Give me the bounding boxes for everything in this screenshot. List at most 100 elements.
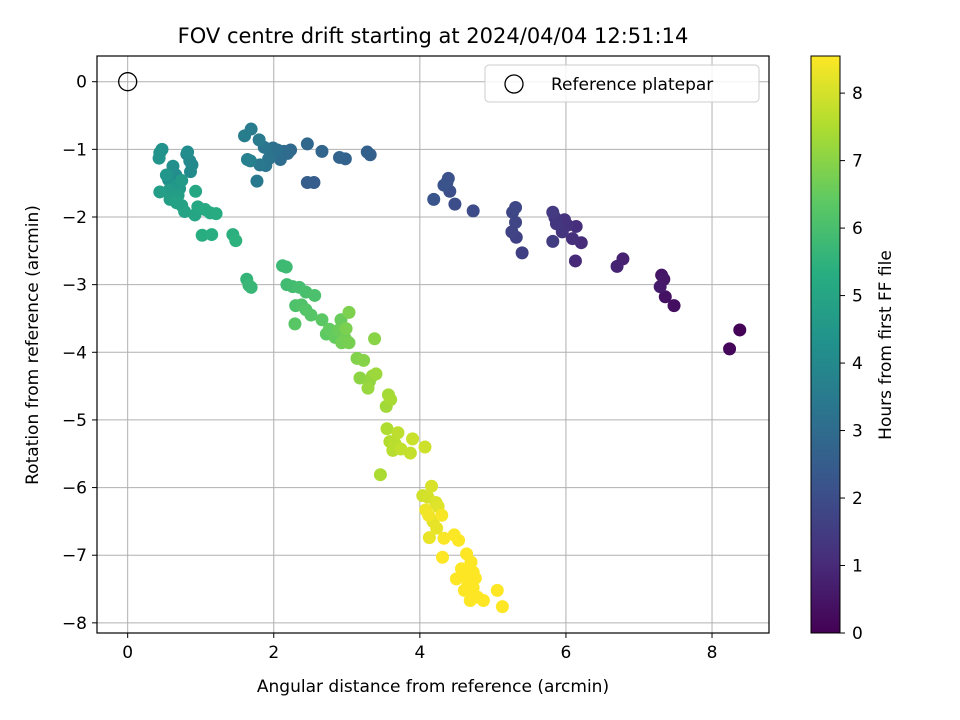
reference-marker — [118, 72, 138, 92]
data-point — [515, 246, 529, 260]
y-tick-label: −6 — [62, 479, 87, 499]
data-point — [476, 594, 490, 608]
data-point — [509, 201, 523, 215]
data-point — [360, 145, 374, 159]
data-point — [448, 197, 462, 211]
data-point — [339, 322, 353, 336]
x-tick-label: 4 — [414, 643, 425, 663]
data-point — [357, 353, 371, 367]
data-point — [466, 204, 480, 218]
colorbar-tick-label: 1 — [852, 557, 863, 577]
plot-frame — [96, 55, 770, 634]
data-point — [406, 432, 420, 446]
data-point — [422, 508, 436, 522]
y-tick-label: −3 — [62, 276, 87, 296]
colorbar-ticks: 0 1 2 3 4 5 6 7 8 — [840, 84, 863, 644]
x-tick-label: 0 — [122, 643, 133, 663]
x-tick-label: 6 — [561, 643, 572, 663]
data-point — [449, 572, 463, 586]
legend-box — [484, 64, 760, 103]
data-point — [159, 168, 173, 182]
data-point — [435, 550, 449, 564]
data-point — [178, 205, 192, 219]
data-point — [723, 342, 737, 356]
colorbar-tick-label: 7 — [852, 152, 863, 172]
grid — [97, 56, 769, 633]
data-point — [288, 317, 302, 331]
legend-reference-marker-icon — [504, 74, 524, 94]
data-point — [315, 144, 329, 158]
data-point — [490, 583, 504, 597]
data-point — [308, 288, 322, 302]
data-point — [304, 308, 318, 322]
data-point — [209, 207, 223, 221]
y-tick-label: −8 — [62, 614, 87, 634]
colorbar: 0 1 2 3 4 5 6 7 8 Hours from first FF file — [810, 55, 896, 644]
data-point — [546, 234, 560, 248]
data-point — [183, 165, 197, 179]
data-point — [369, 367, 383, 381]
data-point — [509, 215, 523, 229]
chart-title: FOV centre drift starting at 2024/04/04 … — [178, 24, 689, 48]
data-point — [373, 468, 387, 482]
data-point — [205, 228, 219, 242]
data-point — [452, 533, 466, 547]
data-point — [342, 305, 356, 319]
colorbar-tick-label: 4 — [852, 354, 863, 374]
data-point — [384, 393, 398, 407]
data-point — [435, 508, 449, 522]
data-point — [300, 137, 314, 151]
y-tick-label: −4 — [62, 343, 87, 363]
data-point — [568, 254, 582, 268]
data-point — [152, 151, 166, 165]
colorbar-tick-label: 5 — [852, 287, 863, 307]
data-point — [279, 260, 293, 274]
data-point — [195, 228, 209, 242]
data-point — [437, 531, 451, 545]
y-axis-ticks: 0 −1 −2 −3 −4 −5 −6 −7 −8 — [62, 73, 97, 634]
data-point — [229, 234, 243, 248]
colorbar-tick-label: 6 — [852, 219, 863, 239]
data-point — [464, 555, 478, 569]
data-point — [342, 336, 356, 350]
y-tick-label: −1 — [62, 140, 87, 160]
data-point — [658, 290, 672, 304]
x-axis-label: Angular distance from reference (arcmin) — [257, 677, 609, 697]
data-point — [240, 152, 254, 166]
data-point — [437, 178, 451, 192]
colorbar-tick-label: 3 — [852, 422, 863, 442]
data-point — [566, 232, 580, 246]
colorbar-label: Hours from first FF file — [876, 250, 896, 440]
data-point — [300, 175, 314, 189]
data-point — [252, 133, 266, 147]
data-point — [430, 521, 444, 535]
legend: Reference platepar — [484, 64, 760, 103]
data-point — [425, 479, 439, 493]
data-point — [546, 205, 560, 219]
data-point — [175, 173, 189, 187]
data-point — [250, 174, 264, 188]
data-point — [333, 150, 347, 164]
data-point — [368, 332, 382, 346]
data-point — [418, 440, 432, 454]
data-point — [361, 381, 375, 395]
data-point — [189, 184, 203, 198]
data-point — [380, 422, 394, 436]
reference-platepar-point — [118, 72, 138, 92]
data-point — [610, 259, 624, 273]
data-point — [403, 446, 417, 460]
x-tick-label: 2 — [268, 643, 279, 663]
data-point — [463, 594, 477, 608]
y-tick-label: −7 — [62, 546, 87, 566]
data-point — [238, 129, 252, 143]
data-point — [653, 280, 667, 294]
data-point — [667, 299, 681, 313]
colorbar-tick-label: 8 — [852, 84, 863, 104]
legend-entry-reference: Reference platepar — [551, 75, 713, 95]
y-tick-label: 0 — [76, 73, 87, 93]
data-point — [181, 145, 195, 159]
y-tick-label: −2 — [62, 208, 87, 228]
data-point — [315, 313, 329, 327]
x-tick-label: 8 — [707, 643, 718, 663]
colorbar-tick-label: 2 — [852, 489, 863, 509]
